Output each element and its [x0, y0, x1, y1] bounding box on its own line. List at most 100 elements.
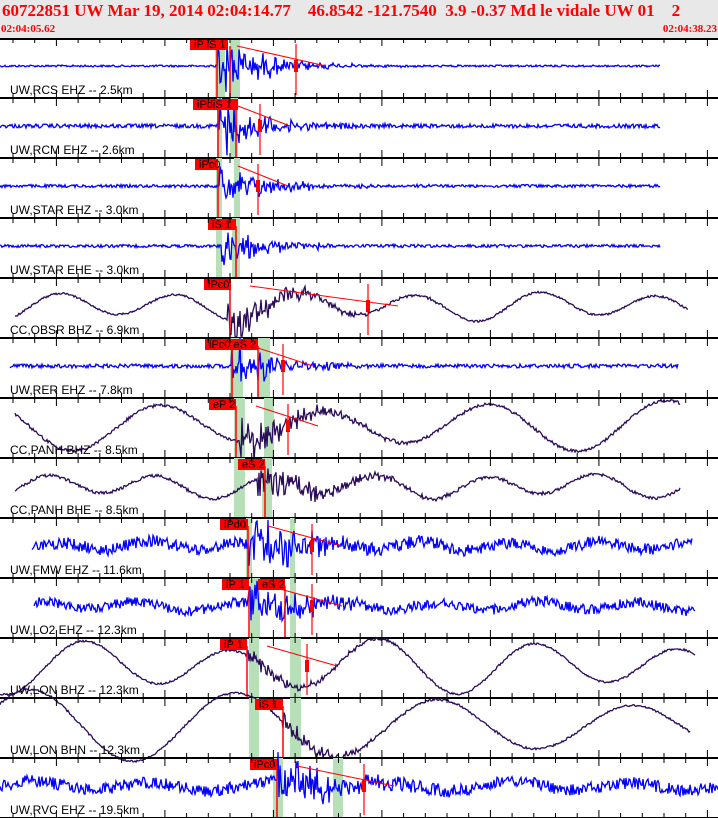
pick-label: eP 2 [213, 399, 235, 411]
pick-window [216, 158, 222, 218]
trace-panel[interactable]: iPd0 UW,FMW EHZ -- 11.6km [0, 518, 718, 579]
trace-panel[interactable]: iP 1 eS 2UW,LO2 EHZ -- 12.3km [0, 578, 718, 639]
pick-window [273, 758, 283, 818]
pick-box[interactable] [250, 759, 277, 770]
pick-box[interactable] [193, 99, 238, 110]
pick-window [258, 338, 270, 398]
trace-panel[interactable]: iP 1 UW,LON BHZ -- 12.3km [0, 636, 718, 699]
trace-panel[interactable]: iP iS 1 UW,RCS EHZ -- 2.5km [0, 38, 718, 99]
waveform [0, 752, 718, 805]
pick-label: iP 1 [224, 639, 243, 651]
pick-label: iP 1 [226, 579, 245, 591]
waveform [0, 166, 661, 200]
coda-decay-curve [237, 165, 289, 187]
pick-window [234, 398, 245, 458]
pick-label: iPdiS 1 [197, 99, 232, 111]
coda-decay-curve [249, 285, 399, 307]
pick-box[interactable] [222, 579, 249, 590]
coda-marker-box [281, 360, 285, 372]
pick-window [249, 698, 259, 758]
trace-panel[interactable]: iPc0 UW,STAR EHZ -- 3.0km [0, 158, 718, 219]
station-label: CC,PANH BHE -- 8.5km [10, 503, 138, 517]
pick-label: iPc0 eS 2 [209, 339, 256, 351]
pick-box[interactable] [190, 39, 228, 50]
station-label: UW,RER EHZ -- 7.8km [10, 383, 133, 397]
pick-box[interactable] [209, 399, 236, 410]
coda-marker-box [310, 540, 314, 552]
pick-window [290, 638, 301, 698]
station-label: UW,FMW EHZ -- 11.6km [10, 563, 142, 577]
trace-panel[interactable]: iPdiS 1 UW,RCM EHZ -- 2.6km [0, 98, 718, 159]
coda-marker-box [366, 300, 370, 312]
station-label: UW,LON BHN -- 12.3km [10, 743, 140, 757]
station-label: UW,RCS EHZ -- 2.5km [10, 83, 133, 97]
waveform [9, 337, 679, 382]
pick-window [264, 398, 274, 458]
trace-panel[interactable]: iPc0 UW,RVC EHZ -- 19.5km [0, 752, 718, 818]
trace-panel[interactable]: eP 2 CC,PANH BHZ -- 8.5km [0, 397, 718, 462]
pick-label: iPc0 [199, 159, 220, 171]
station-label: CC,PANH BHZ -- 8.5km [10, 443, 138, 457]
pick-box[interactable] [238, 459, 265, 470]
pick-window [290, 698, 301, 758]
coda-decay-curve [296, 765, 395, 787]
coda-decay-curve [237, 105, 291, 127]
waveform [33, 580, 696, 623]
trace-panel[interactable]: iPc0 CC,OBSR BHZ -- 6.9km [0, 278, 718, 341]
pick-box[interactable] [258, 579, 285, 590]
station-label: UW,LON BHZ -- 12.3km [10, 683, 139, 697]
end-time: 02:04:38.23 [662, 23, 717, 35]
pick-box[interactable] [220, 519, 248, 530]
pick-label: iP iS 1 [194, 39, 226, 51]
header-bar: 60722851 UW Mar 19, 2014 02:04:14.77 46.… [0, 0, 718, 38]
waveform [0, 98, 661, 156]
waveform [14, 397, 681, 462]
station-label: UW,RVC EHZ -- 19.5km [10, 803, 139, 817]
station-label: CC,OBSR BHZ -- 6.9km [10, 323, 139, 337]
pick-window [250, 578, 260, 638]
pick-box[interactable] [205, 339, 258, 350]
waveform [0, 42, 661, 92]
pick-box[interactable] [220, 639, 247, 650]
coda-decay-curve [251, 345, 314, 367]
pick-window [246, 518, 252, 578]
start-time: 02:04:05.62 [1, 23, 56, 35]
coda-marker-box [305, 660, 309, 672]
pick-label: iPc0 [208, 279, 229, 291]
pick-box[interactable] [195, 159, 218, 170]
waveform [0, 232, 661, 266]
trace-panel[interactable]: eS 2 CC,PANH BHE -- 8.5km [0, 458, 718, 519]
coda-decay-curve [267, 525, 343, 547]
trace-panel[interactable]: iPc0 eS 2 UW,RER EHZ -- 7.8km [0, 337, 718, 399]
station-label: UW,LO2 EHZ -- 12.3km [10, 623, 137, 637]
waveform [0, 688, 691, 764]
event-title: 60722851 UW Mar 19, 2014 02:04:14.77 46.… [2, 1, 681, 20]
waveform [31, 519, 693, 568]
station-label: UW,RCM EHZ -- 2.6km [10, 143, 135, 157]
pick-label: iPc0 [254, 759, 275, 771]
station-label: UW,STAR EHE -- 3.0km [10, 263, 139, 277]
coda-marker-box [256, 180, 260, 192]
coda-marker-box [286, 420, 290, 432]
pick-label: iS 1 [212, 219, 231, 231]
trace-panel[interactable]: iS 1 UW,STAR EHE -- 3.0km [0, 218, 718, 279]
pick-window [234, 158, 240, 218]
pick-label: eS 2 [242, 459, 265, 471]
station-label: UW,STAR EHZ -- 3.0km [10, 203, 138, 217]
pick-box[interactable] [208, 219, 236, 230]
coda-decay-curve [236, 45, 327, 67]
seismogram-plot[interactable]: iP iS 1 UW,RCS EHZ -- 2.5km iPdiS 1 UW,RCM … [0, 38, 718, 818]
pick-window [262, 458, 272, 518]
pick-label: iS 1 [259, 699, 278, 711]
trace-panel[interactable]: iS 1 UW,LON BHN -- 12.3km [0, 688, 718, 764]
waveform [14, 468, 681, 503]
coda-marker-box [310, 600, 314, 612]
coda-decay-curve [255, 405, 319, 427]
pick-label: iPd0 [224, 519, 246, 531]
pick-box[interactable] [255, 699, 283, 710]
coda-marker-box [294, 60, 298, 72]
coda-marker-box [258, 120, 262, 132]
coda-marker-box [362, 780, 366, 792]
pick-box[interactable] [204, 279, 231, 290]
pick-window [249, 638, 259, 698]
